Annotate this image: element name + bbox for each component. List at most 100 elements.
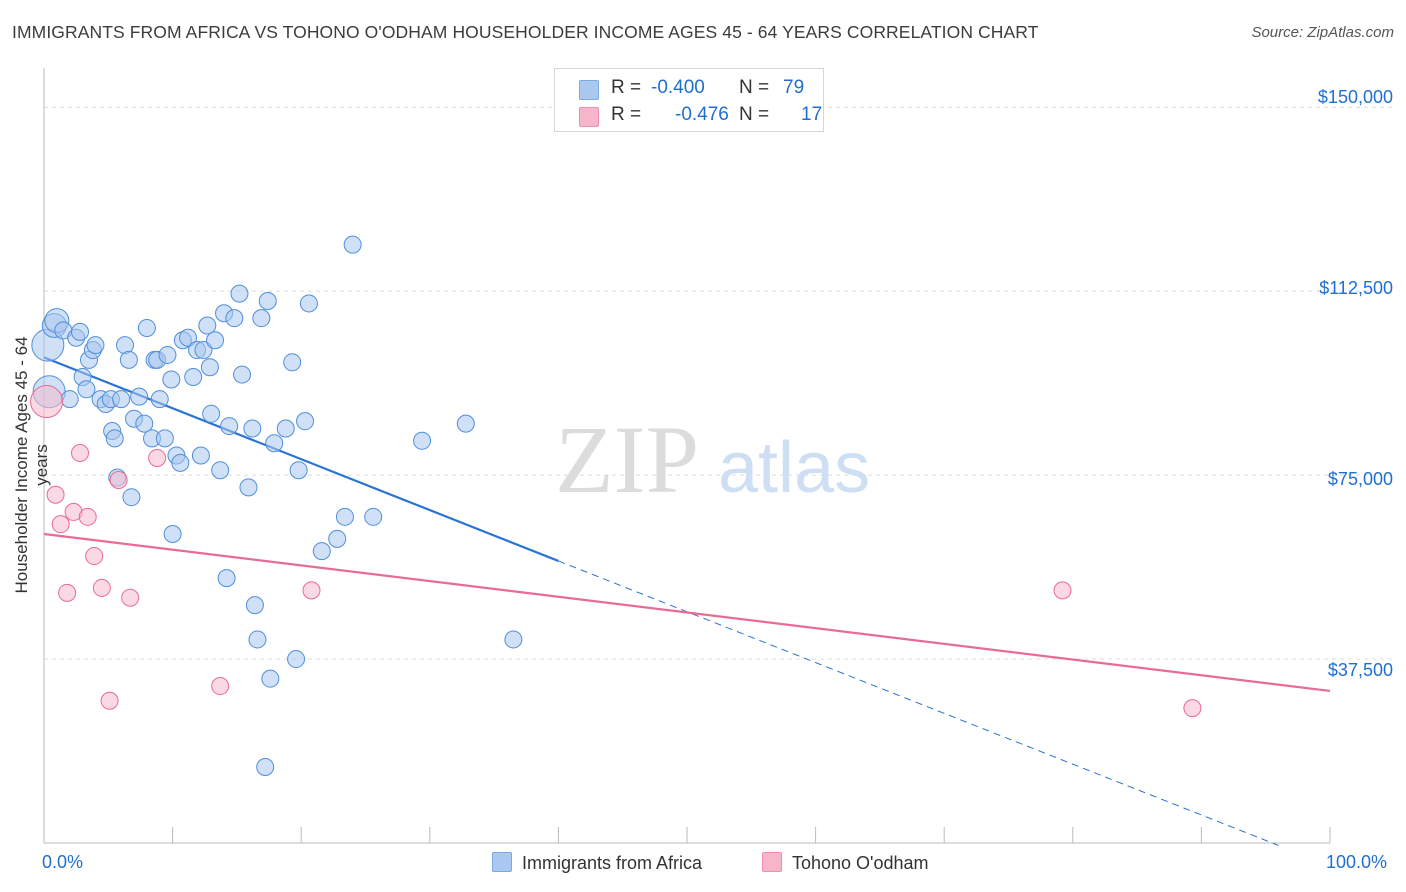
point-tohono	[58, 583, 77, 602]
point-africa	[258, 291, 277, 310]
point-africa	[364, 507, 383, 526]
point-africa	[150, 390, 169, 409]
axes	[43, 68, 1331, 844]
point-africa	[184, 368, 203, 387]
point-tohono	[51, 515, 70, 534]
legend-r-label: R =	[611, 104, 642, 125]
point-tohono	[1183, 699, 1202, 718]
point-africa	[119, 350, 138, 369]
legend-r-label: R =	[611, 77, 642, 98]
point-africa	[239, 478, 258, 497]
point-africa	[194, 341, 213, 360]
legend-n-value: 17	[801, 104, 823, 125]
point-tohono	[302, 581, 321, 600]
point-tohono	[148, 448, 167, 467]
trend-line-africa-extension	[558, 560, 1279, 846]
y-tick-label: $75,000	[1327, 469, 1393, 489]
point-africa	[261, 669, 280, 688]
point-africa	[276, 419, 295, 438]
point-africa	[162, 370, 181, 389]
point-tohono	[78, 507, 97, 526]
point-africa	[60, 390, 79, 409]
point-africa	[211, 461, 230, 480]
point-africa	[171, 453, 190, 472]
point-africa	[504, 630, 523, 649]
watermark-atlas: atlas	[718, 428, 870, 508]
point-tohono	[109, 471, 128, 490]
correlation-legend: R = -0.400 N = 79 R = -0.476 N = 17	[554, 68, 824, 132]
point-africa	[191, 446, 210, 465]
point-africa	[230, 284, 249, 303]
trend-lines	[43, 356, 1331, 846]
point-africa	[77, 380, 96, 399]
point-africa	[116, 336, 135, 355]
legend-r-value: -0.476	[675, 104, 729, 125]
point-africa	[265, 434, 284, 453]
point-africa	[217, 569, 236, 588]
point-tohono	[121, 588, 140, 607]
point-africa	[158, 345, 177, 364]
legend-label-africa: Immigrants from Africa	[522, 853, 703, 873]
point-tohono	[30, 385, 64, 419]
point-tohono	[85, 547, 104, 566]
point-tohono	[1053, 581, 1072, 600]
point-africa	[248, 630, 267, 649]
swatch-africa	[492, 852, 512, 872]
source-label: Source: ZipAtlas.com	[1251, 24, 1394, 41]
point-africa	[243, 419, 262, 438]
legend-r-value: -0.400	[651, 77, 705, 98]
point-africa	[122, 488, 141, 507]
point-africa	[312, 542, 331, 561]
legend-n-value: 79	[783, 77, 805, 98]
point-africa	[112, 390, 131, 409]
point-africa	[206, 331, 225, 350]
legend-label-tohono: Tohono O'odham	[792, 853, 929, 873]
point-africa	[155, 429, 174, 448]
point-africa	[71, 322, 90, 341]
point-africa	[200, 358, 219, 377]
point-africa	[163, 524, 182, 543]
point-africa	[245, 596, 264, 615]
point-africa	[343, 235, 362, 254]
y-tick-label: $112,500	[1319, 278, 1393, 298]
trend-line-africa	[43, 356, 559, 562]
point-africa	[413, 431, 432, 450]
legend-n-label: N =	[739, 104, 770, 125]
point-africa	[456, 414, 475, 433]
point-tohono	[71, 444, 90, 463]
point-africa	[328, 529, 347, 548]
legend-n-label: N =	[739, 77, 770, 98]
point-africa	[105, 429, 124, 448]
point-africa	[289, 461, 308, 480]
legend-swatch-africa	[579, 80, 599, 100]
point-tohono	[100, 691, 119, 710]
watermark-zip: ZIP	[555, 406, 699, 513]
point-africa	[225, 309, 244, 328]
y-tick-label: $150,000	[1317, 87, 1393, 107]
point-tohono	[46, 485, 65, 504]
x-tick-min: 0.0%	[42, 852, 84, 872]
trend-line-tohono	[43, 532, 1331, 693]
point-africa	[256, 757, 275, 776]
chart-title: IMMIGRANTS FROM AFRICA VS TOHONO O'ODHAM…	[12, 22, 1039, 42]
gridlines	[44, 106, 1392, 660]
bottom-legend-tohono: Tohono O'odham	[762, 852, 929, 874]
watermark: ZIP atlas	[555, 406, 870, 513]
point-africa	[137, 318, 156, 337]
point-africa	[233, 365, 252, 384]
point-africa	[220, 417, 239, 436]
bottom-legend-africa: Immigrants from Africa	[492, 852, 702, 874]
point-africa	[287, 650, 306, 669]
y-axis-label: Householder Income Ages 45 - 64 years	[12, 336, 51, 594]
point-africa	[86, 336, 105, 355]
point-africa	[296, 412, 315, 431]
data-points	[30, 235, 1202, 776]
point-africa	[135, 414, 154, 433]
point-africa	[130, 387, 149, 406]
point-africa	[299, 294, 318, 313]
y-tick-label: $37,500	[1327, 660, 1393, 680]
point-africa	[202, 404, 221, 423]
point-africa	[198, 316, 217, 335]
swatch-tohono	[762, 852, 782, 872]
